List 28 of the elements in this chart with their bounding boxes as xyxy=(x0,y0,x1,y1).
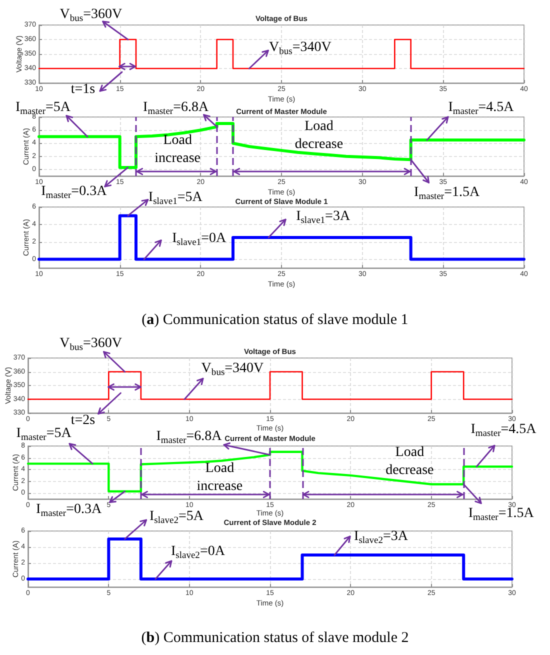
annotation: I$_{slave2}$=3A xyxy=(354,529,408,546)
annotation: t=1s xyxy=(70,82,96,98)
annotation: V$_{bus}$=340V xyxy=(268,40,332,56)
annotation: I$_{master}$=1.5A xyxy=(468,506,534,524)
annotation: V$_{bus}$=360V xyxy=(60,336,122,353)
annotation: I$_{slave1}$=5A xyxy=(148,190,202,207)
annotation: I$_{master}$=0.3A xyxy=(36,502,102,520)
annotation: Load increase xyxy=(154,132,202,168)
annotation: V$_{bus}$=340V xyxy=(201,361,264,378)
annotation: I$_{master}$=0.3A xyxy=(41,184,107,202)
annotation: I$_{master}$=4.5A xyxy=(470,422,536,439)
annotation: I$_{master}$=4.5A xyxy=(448,100,514,117)
annotation: Load increase xyxy=(196,460,244,496)
annotation: I$_{slave2}$=0A xyxy=(170,544,225,560)
annotation: I$_{master}$=5A xyxy=(16,426,72,443)
text: (b) Communication status of slave module 2 xyxy=(141,630,409,646)
text: (a) Communication status of slave module 1 xyxy=(142,312,408,328)
annotation: I$_{slave1}$=0A xyxy=(172,231,226,248)
annotation: Load decrease xyxy=(294,118,344,154)
annotation: I$_{master}$=6.8A xyxy=(143,100,209,117)
annotation: V$_{bus}$=360V xyxy=(60,6,122,24)
annotation: I$_{master}$=6.8A xyxy=(156,429,222,446)
line-series xyxy=(38,122,526,169)
annotation: I$_{slave2}$=5A xyxy=(150,509,204,526)
annotation: I$_{master}$=1.5A xyxy=(414,184,480,202)
annotation: t=2s xyxy=(70,413,96,428)
annotation: I$_{slave1}$=3A xyxy=(296,209,350,226)
annotation: Load decrease xyxy=(384,444,435,480)
